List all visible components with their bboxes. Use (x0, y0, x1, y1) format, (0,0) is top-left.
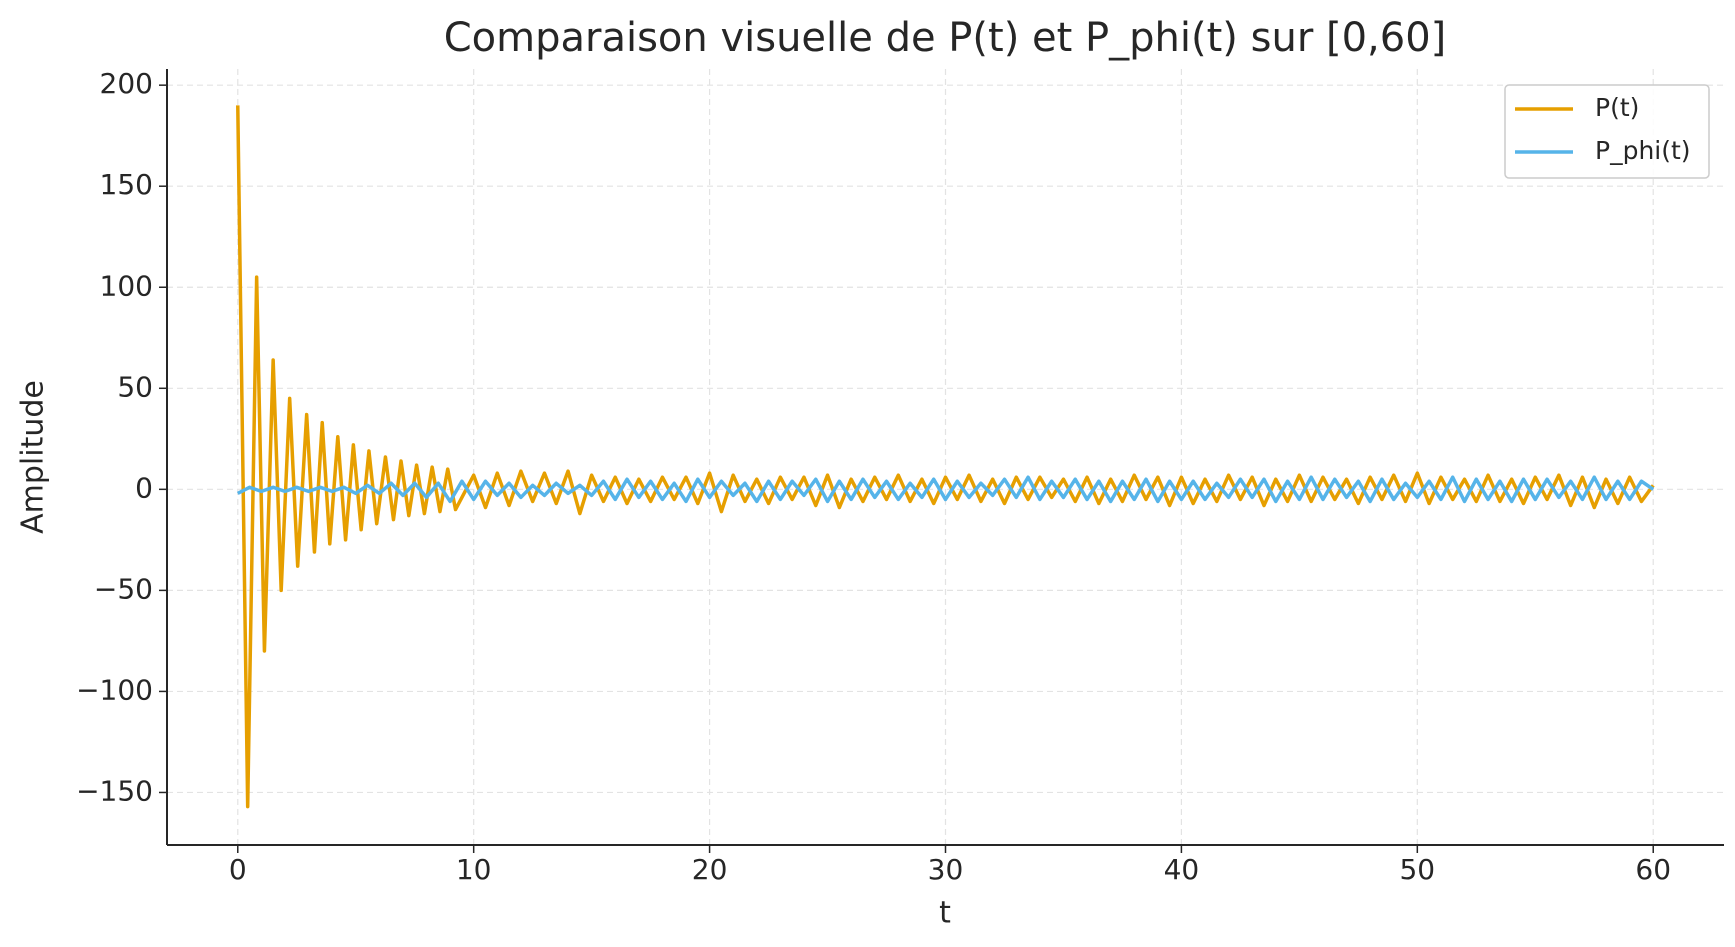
legend-label: P_phi(t) (1595, 136, 1691, 165)
y-axis-label: Amplitude (16, 380, 51, 534)
y-tick-label: 0 (135, 471, 153, 504)
y-tick-label: −150 (76, 774, 153, 807)
data-line (236, 475, 1655, 504)
chart-title: Comparaison visuelle de P(t) et P_phi(t)… (444, 15, 1447, 61)
y-tick-label: 150 (100, 168, 153, 201)
x-tick-label: 30 (928, 853, 964, 886)
x-tick-label: 20 (692, 853, 728, 886)
y-tick-label: 100 (100, 269, 153, 302)
x-tick-label: 0 (229, 853, 247, 886)
x-tick-label: 50 (1399, 853, 1435, 886)
legend-label: P(t) (1595, 93, 1639, 122)
x-axis-label: t (939, 896, 951, 931)
x-tick-label: 40 (1164, 853, 1200, 886)
y-tick-label: −100 (76, 673, 153, 706)
y-tick-label: 200 (100, 67, 153, 100)
x-tick-label: 60 (1635, 853, 1671, 886)
y-tick-label: 50 (117, 370, 153, 403)
y-tick-label: −50 (94, 572, 153, 605)
x-tick-label: 10 (456, 853, 492, 886)
data-line (236, 105, 1655, 809)
